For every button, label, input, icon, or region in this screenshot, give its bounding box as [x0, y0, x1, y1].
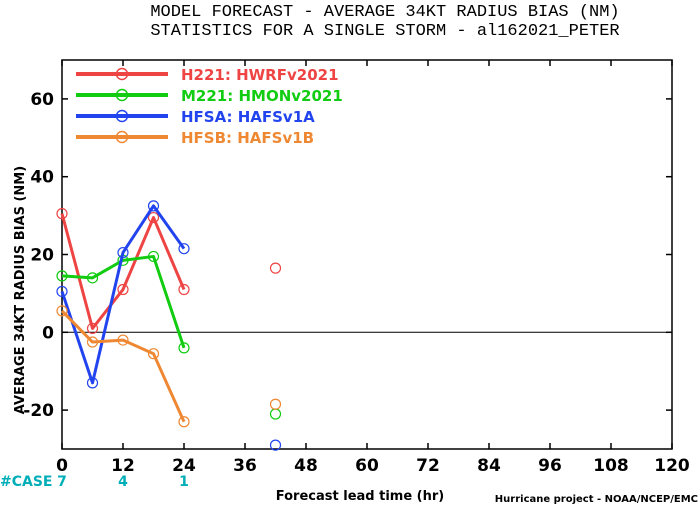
- y-tick-label: 20: [30, 246, 54, 266]
- data-point-hfsa: [147, 200, 160, 212]
- data-point-hfsb: [56, 305, 68, 317]
- x-tick-label: 108: [593, 456, 629, 476]
- x-axis-label: Forecast lead time (hr): [276, 489, 444, 504]
- y-tick-label: 0: [42, 323, 54, 343]
- series-hfsb: [56, 305, 282, 428]
- x-tick-label: 24: [172, 456, 196, 476]
- case-count: 1: [179, 474, 189, 490]
- case-count: 7: [57, 474, 67, 490]
- x-tick-label: 60: [355, 456, 379, 476]
- series-line-hfsa: [60, 204, 186, 385]
- case-count: 4: [118, 474, 128, 490]
- footer-credit: Hurricane project - NOAA/NCEP/EMC: [495, 494, 698, 505]
- data-point-h221: [86, 322, 99, 335]
- legend-entry-hfsb: HFSB: HAFSv1B: [181, 129, 314, 147]
- legend-entry-h221: H221: HWRFv2021: [181, 66, 339, 84]
- series-line-h221: [60, 213, 186, 330]
- plot-series: [56, 200, 282, 451]
- data-point-h221: [117, 283, 129, 296]
- legend-entry-hfsa: HFSA: HAFSv1A: [181, 108, 315, 126]
- y-tick-label: -20: [23, 401, 54, 421]
- case-counts: 7 4 1: [57, 474, 189, 490]
- x-tick-label: 0: [56, 456, 68, 476]
- data-point-m221: [269, 408, 282, 420]
- x-tick-label: 12: [111, 456, 135, 476]
- plot-frame: [61, 59, 673, 450]
- legend-marker-hfsa: [115, 109, 129, 123]
- data-point-hfsa: [178, 243, 190, 255]
- legend-marker-hfsb: [115, 130, 129, 144]
- legend-marker-h221: [115, 67, 129, 81]
- data-point-hfsb: [117, 334, 129, 346]
- case-label: #CASE: [0, 474, 53, 490]
- data-point-hfsb: [178, 416, 190, 428]
- x-tick-label: 36: [233, 456, 257, 476]
- legend-marker-m221: [115, 88, 129, 102]
- chart-subtitle: STATISTICS FOR A SINGLE STORM - al162021…: [150, 22, 619, 41]
- data-point-m221: [178, 342, 190, 354]
- data-point-h221: [56, 208, 68, 220]
- series-line-m221: [61, 254, 186, 349]
- data-point-hfsa: [56, 285, 68, 298]
- y-axis-label: AVERAGE 34KT RADIUS BIAS (NM): [13, 166, 28, 414]
- data-point-hfsb: [86, 336, 99, 348]
- data-point-hfsa: [86, 377, 99, 389]
- data-point-hfsa: [269, 439, 282, 451]
- series-m221: [56, 250, 282, 420]
- data-point-m221: [147, 250, 160, 263]
- y-tick-label: 60: [30, 90, 54, 110]
- data-point-m221: [86, 272, 99, 284]
- series-h221: [56, 208, 282, 335]
- data-point-h221: [178, 283, 190, 296]
- x-tick-label: 84: [477, 456, 501, 476]
- y-tick-label: 40: [30, 168, 54, 188]
- series-line-hfsb: [60, 309, 186, 423]
- data-point-m221: [56, 270, 68, 282]
- x-tick-label: 96: [538, 456, 562, 476]
- data-point-hfsb: [269, 398, 282, 410]
- x-tick-label: 72: [416, 456, 440, 476]
- data-point-h221: [147, 211, 160, 224]
- x-tick-label: 120: [654, 456, 690, 476]
- data-point-h221: [269, 262, 282, 274]
- x-tick-label: 48: [294, 456, 318, 476]
- axes: 0 12 24 36 48 60 72 84 96 108 120 -20 0 20 40 60: [23, 59, 690, 476]
- data-point-hfsb: [147, 348, 160, 360]
- legend-entry-m221: M221: HMONv2021: [181, 87, 343, 105]
- legend: H221: HWRFv2021 M221: HMONv2021 HFSA: HAFS…: [76, 66, 343, 147]
- data-point-hfsa: [117, 246, 129, 259]
- series-hfsa: [56, 200, 282, 451]
- chart-title: MODEL FORECAST - AVERAGE 34KT RADIUS BIA…: [150, 3, 619, 22]
